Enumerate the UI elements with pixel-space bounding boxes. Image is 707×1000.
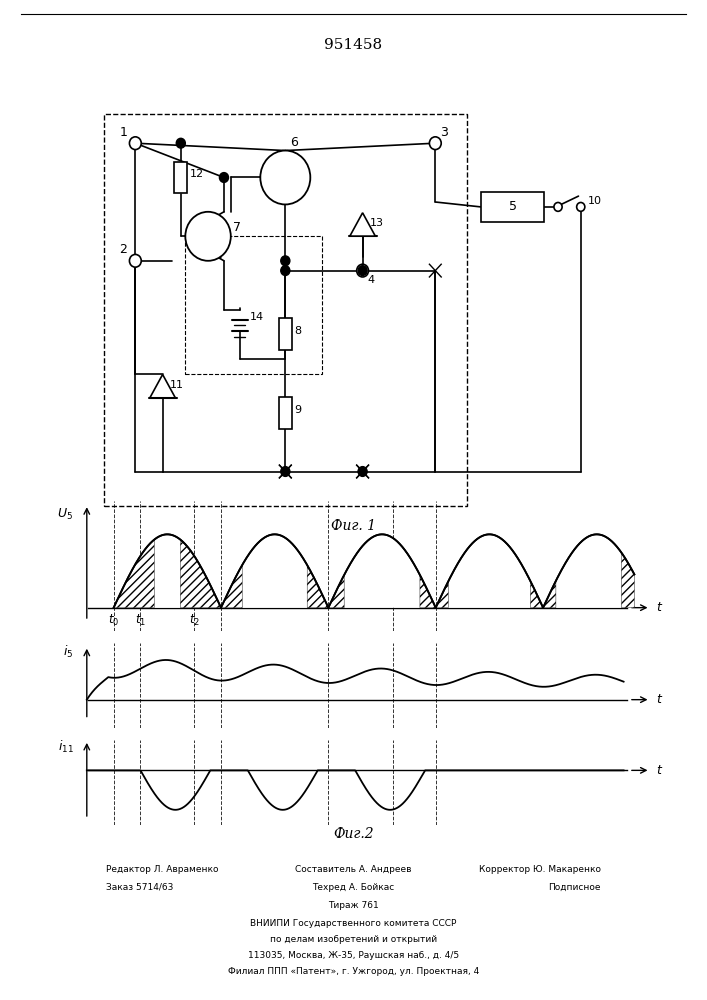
Text: 11: 11 [170,380,183,390]
Text: Редактор Л. Авраменко: Редактор Л. Авраменко [106,865,218,874]
Text: 14: 14 [250,312,264,322]
Text: 7: 7 [233,221,241,234]
Circle shape [131,138,140,148]
Text: 8: 8 [294,326,302,336]
Text: Подписное: Подписное [549,883,601,892]
Circle shape [281,256,290,266]
Text: Заказ 5714/63: Заказ 5714/63 [106,883,173,892]
Circle shape [357,264,368,277]
Text: $i_5$: $i_5$ [63,643,74,660]
Text: $t_2$: $t_2$ [189,613,199,628]
Text: Фиг. 1: Фиг. 1 [331,519,376,533]
Bar [103,114,467,506]
Circle shape [260,151,310,204]
Text: $t_1$: $t_1$ [135,613,146,628]
Circle shape [281,467,290,476]
Circle shape [129,254,141,267]
Polygon shape [350,213,375,236]
Circle shape [219,173,228,182]
Text: $i_{11}$: $i_{11}$ [57,739,74,755]
Text: 2: 2 [119,243,127,256]
Text: по делам изобретений и открытий: по делам изобретений и открытий [270,935,437,944]
Text: Техред А. Бойкас: Техред А. Бойкас [312,883,395,892]
Text: Составитель А. Андреев: Составитель А. Андреев [296,865,411,874]
Circle shape [554,202,562,211]
Circle shape [358,467,367,476]
Circle shape [129,137,141,150]
Text: Фиг.2: Фиг.2 [333,827,374,841]
Text: 13: 13 [370,218,383,228]
Text: $t$: $t$ [656,764,663,777]
Text: $t$: $t$ [656,693,663,706]
Text: 3: 3 [440,126,448,139]
Circle shape [577,202,585,211]
Text: ВНИИПИ Государственного комитета СССР: ВНИИПИ Государственного комитета СССР [250,919,457,928]
Text: $t_0$: $t_0$ [108,613,119,628]
Text: 10: 10 [588,196,602,206]
Text: 12: 12 [190,169,204,179]
Text: $U_5$: $U_5$ [57,507,74,522]
Text: $t$: $t$ [656,601,663,614]
Bar [481,192,544,222]
Bar [185,236,322,373]
Text: 4: 4 [367,275,374,285]
Circle shape [358,266,367,275]
Polygon shape [150,374,175,398]
Bar [279,397,292,429]
Text: 113035, Москва, Ж-35, Раушская наб., д. 4/5: 113035, Москва, Ж-35, Раушская наб., д. … [248,951,459,960]
Text: 1: 1 [119,126,127,139]
Bar [175,162,187,193]
Bar [279,318,292,350]
Text: 951458: 951458 [325,38,382,52]
Text: 5: 5 [508,200,517,213]
Text: 9: 9 [294,405,302,415]
Circle shape [185,212,230,261]
Text: Филиал ППП «Патент», г. Ужгород, ул. Проектная, 4: Филиал ППП «Патент», г. Ужгород, ул. Про… [228,967,479,976]
Text: 6: 6 [290,136,298,149]
Text: Тираж 761: Тираж 761 [328,901,379,910]
Circle shape [176,138,185,148]
Text: Корректор Ю. Макаренко: Корректор Ю. Макаренко [479,865,601,874]
Circle shape [429,137,441,150]
Circle shape [281,266,290,275]
